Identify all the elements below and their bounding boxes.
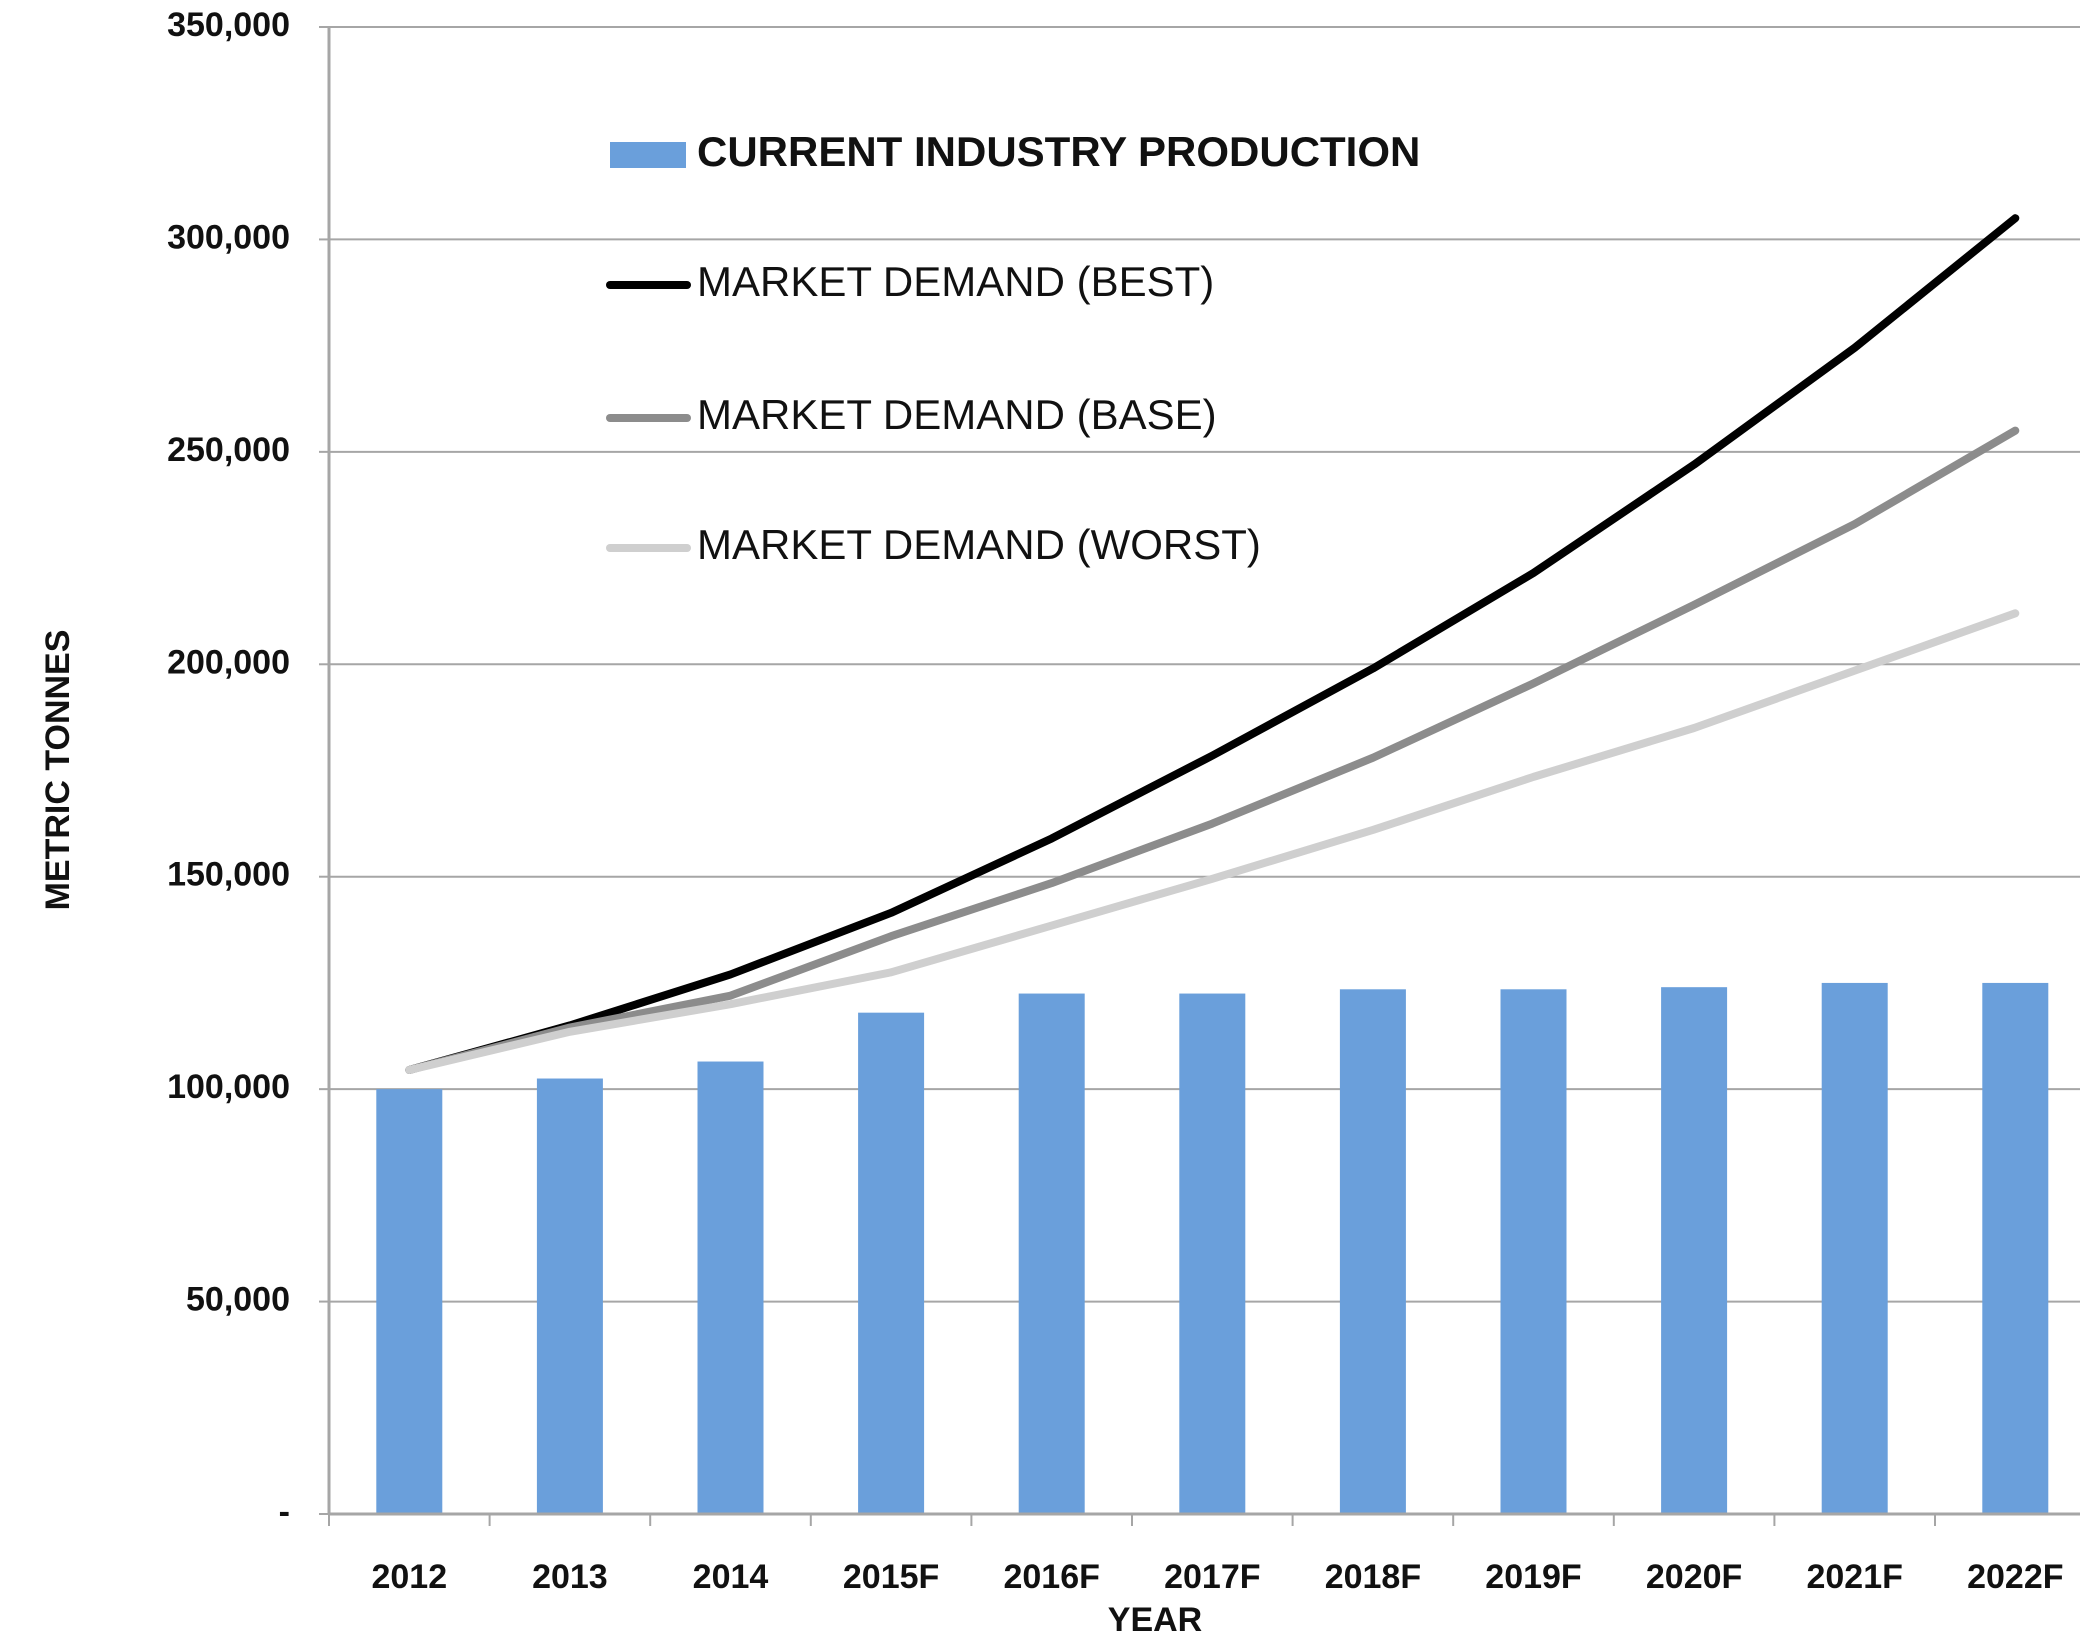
legend-label: MARKET DEMAND (WORST): [697, 521, 1261, 568]
bar: [697, 1061, 764, 1514]
bar: [1982, 982, 2049, 1514]
x-tick-label: 2019F: [1485, 1558, 1581, 1596]
y-tick-label: -: [279, 1493, 290, 1531]
legend-label: MARKET DEMAND (BASE): [697, 391, 1217, 438]
line: [405, 426, 2020, 1075]
y-tick-label: 100,000: [167, 1068, 290, 1106]
y-axis-label: METRIC TONNES: [39, 630, 77, 911]
x-tick-label: 2016F: [1003, 1558, 1099, 1596]
legend-label: CURRENT INDUSTRY PRODUCTION: [697, 128, 1420, 175]
x-tick-label: 2022F: [1967, 1558, 2063, 1596]
x-tick-label: 2017F: [1164, 1558, 1260, 1596]
x-tick-label: 2013: [532, 1558, 608, 1596]
bar: [1661, 987, 1728, 1514]
legend-swatch: [610, 142, 686, 168]
y-tick-label: 50,000: [186, 1281, 290, 1319]
bar: [1500, 989, 1567, 1514]
bar: [1179, 993, 1246, 1514]
x-tick-label: 2018F: [1325, 1558, 1421, 1596]
bar: [1339, 989, 1406, 1514]
line: [405, 214, 2020, 1075]
bar: [858, 1012, 925, 1514]
bar: [1018, 993, 1085, 1514]
x-tick-label: 2015F: [843, 1558, 939, 1596]
x-tick-label: 2014: [693, 1558, 769, 1596]
x-tick-label: 2012: [371, 1558, 447, 1596]
x-tick-label: 2021F: [1806, 1558, 1902, 1596]
y-tick-label: 200,000: [167, 643, 290, 681]
legend-label: MARKET DEMAND (BEST): [697, 258, 1214, 305]
x-axis-label: YEAR: [1108, 1601, 1202, 1639]
y-tick-label: 350,000: [167, 6, 290, 44]
bar: [376, 1089, 443, 1514]
y-tick-label: 250,000: [167, 431, 290, 469]
y-tick-label: 300,000: [167, 218, 290, 256]
bar: [1821, 982, 1888, 1514]
y-tick-label: 150,000: [167, 856, 290, 894]
x-tick-label: 2020F: [1646, 1558, 1742, 1596]
line: [405, 609, 2020, 1075]
bar: [536, 1078, 603, 1514]
